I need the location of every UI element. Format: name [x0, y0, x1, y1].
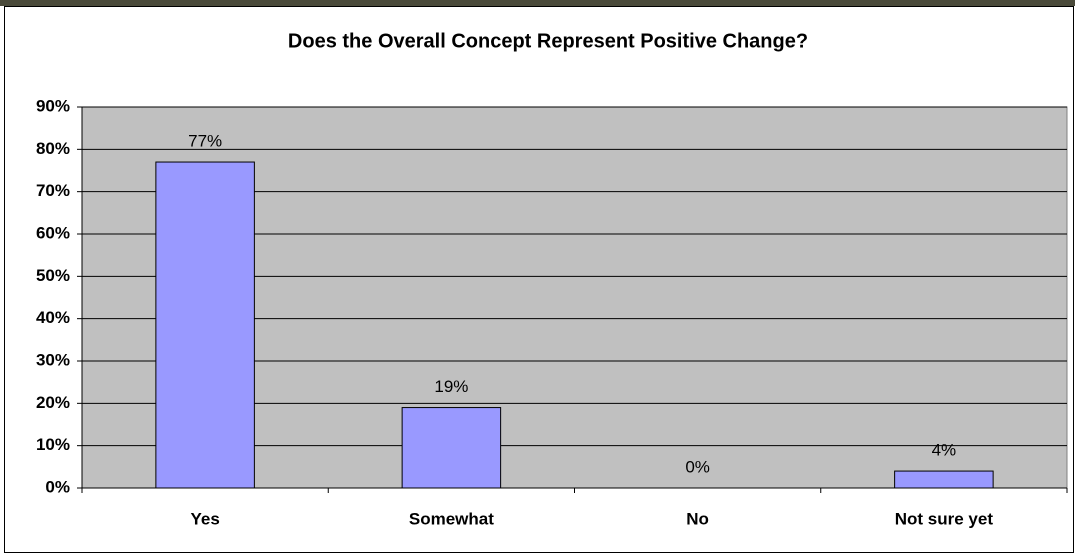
value-label: 19%: [434, 377, 468, 396]
x-tick-label: Somewhat: [409, 509, 494, 528]
x-tick-label: Yes: [190, 509, 219, 528]
y-tick-label: 0%: [45, 477, 70, 496]
y-tick-label: 20%: [36, 393, 70, 412]
y-tick-label: 50%: [36, 266, 70, 285]
bar: [894, 470, 994, 489]
y-tick-label: 30%: [36, 350, 70, 369]
value-label: 0%: [685, 457, 710, 476]
y-tick-label: 10%: [36, 435, 70, 454]
x-tick-label: Not sure yet: [895, 509, 994, 528]
value-label: 4%: [932, 441, 957, 460]
x-tick-label: No: [686, 509, 709, 528]
y-tick-label: 90%: [36, 96, 70, 115]
chart-title: Does the Overall Concept Represent Posit…: [288, 30, 808, 52]
y-tick-label: 80%: [36, 139, 70, 158]
y-tick-label: 70%: [36, 181, 70, 200]
bar: [155, 161, 255, 489]
y-tick-label: 60%: [36, 223, 70, 242]
bar: [401, 407, 502, 489]
background-strip: [0, 0, 1075, 6]
y-tick-label: 40%: [36, 308, 70, 327]
value-label: 77%: [188, 132, 222, 151]
